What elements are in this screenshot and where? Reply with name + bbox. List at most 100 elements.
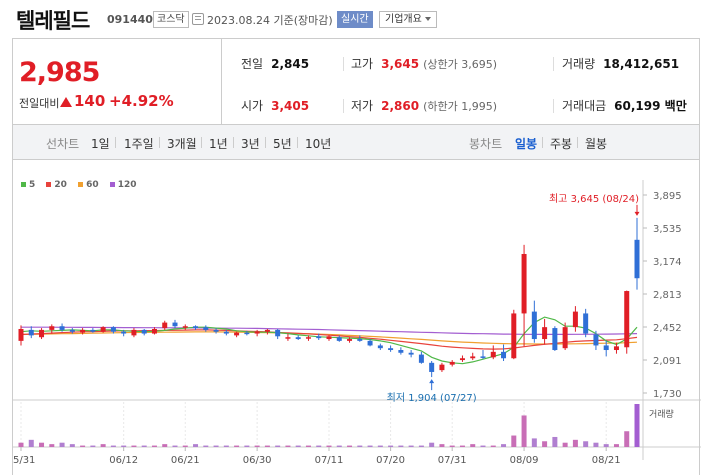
volume-bar <box>613 444 619 447</box>
volume-bar <box>193 444 199 447</box>
candle-daily[interactable]: 일봉 <box>515 137 538 151</box>
y-tick-label: 3,535 <box>653 224 682 235</box>
candle-body <box>521 253 527 314</box>
period-3m[interactable]: 3개월 <box>167 137 197 151</box>
volume-bar <box>367 445 373 447</box>
stat-high-value: 3,645 <box>381 57 420 71</box>
candle-body <box>275 329 281 337</box>
candle-body <box>583 313 589 334</box>
volume-bar <box>121 445 127 447</box>
candle-body <box>388 348 394 351</box>
candlestick-chart[interactable]: 3,895 3,535 3,174 2,813 2,452 2,091 1,730 05/31… <box>13 160 701 475</box>
volume-bar <box>542 441 548 447</box>
volume-bar <box>59 442 65 447</box>
volume-bar <box>449 445 455 447</box>
period-1y[interactable]: 1년 <box>209 137 228 151</box>
volume-bar <box>69 444 75 447</box>
period-1w[interactable]: 1주일 <box>124 137 154 151</box>
x-tick-label: 06/21 <box>171 455 200 466</box>
divider <box>297 137 298 148</box>
volume-bar <box>172 445 178 447</box>
lower-limit: (하한가 1,995) <box>423 100 497 113</box>
company-info-label: 기업개요 <box>385 14 422 25</box>
market-badge: 코스닥 <box>153 11 189 28</box>
candle-body <box>398 350 404 353</box>
candle-weekly[interactable]: 주봉 <box>550 137 573 151</box>
candle-body <box>603 345 609 351</box>
volume-bar <box>182 445 188 447</box>
candle-body <box>80 329 86 333</box>
candle-body <box>613 346 619 351</box>
candle-body <box>244 332 250 335</box>
candle-body <box>418 354 424 363</box>
period-10y[interactable]: 10년 <box>305 137 332 151</box>
candle-body <box>449 361 455 365</box>
candle-body <box>39 329 45 338</box>
volume-bar <box>110 445 116 447</box>
candle-body <box>223 331 229 334</box>
x-tick-label: 07/31 <box>438 455 467 466</box>
x-tick-label: 07/11 <box>315 455 344 466</box>
volume-bar <box>18 442 24 447</box>
x-tick-label: 07/20 <box>376 455 405 466</box>
legend-swatch <box>109 182 115 187</box>
period-5y[interactable]: 5년 <box>273 137 292 151</box>
candle-body <box>367 340 373 346</box>
realtime-button[interactable]: 실시간 <box>337 11 373 28</box>
candle-body <box>182 326 188 328</box>
stat-open-value: 3,405 <box>271 99 310 113</box>
candle-chart-label: 봉차트 <box>469 137 503 151</box>
stat-low-value: 2,860 <box>381 99 420 113</box>
candle-body <box>151 328 157 334</box>
divider <box>115 137 116 148</box>
volume-bar <box>131 445 137 447</box>
candle-body <box>28 329 34 336</box>
candle-body <box>593 334 599 346</box>
volume-bar <box>151 445 157 447</box>
candle-body <box>347 339 353 341</box>
company-info-button[interactable]: 기업개요 <box>379 11 437 28</box>
x-tick-label: 06/12 <box>109 455 138 466</box>
volume-bar <box>305 445 311 447</box>
candle-body <box>511 313 517 359</box>
period-3y[interactable]: 3년 <box>241 137 260 151</box>
legend-ma20-label: 20 <box>54 180 67 190</box>
candle-body <box>18 328 24 341</box>
volume-bar <box>531 438 537 447</box>
candle-body <box>470 356 476 359</box>
stock-header: 텔레필드 091440 코스닥 2023.08.24 기준(장마감) 실시간 기… <box>0 0 712 38</box>
stat-open-label: 시가 <box>241 99 264 113</box>
volume-bar <box>593 442 599 447</box>
candle-body <box>203 327 209 330</box>
volume-bar <box>336 445 342 447</box>
candle-body <box>285 337 291 339</box>
divider <box>553 99 554 113</box>
volume-bar <box>203 445 209 447</box>
volume-bar <box>552 436 558 447</box>
volume-bar <box>234 445 240 447</box>
period-1d[interactable]: 1일 <box>91 137 110 151</box>
volume-bar <box>583 441 589 447</box>
volume-bar <box>162 444 168 447</box>
candle-body <box>305 337 311 339</box>
stat-low-label: 저가 <box>351 99 374 113</box>
volume-bar <box>254 445 260 447</box>
candle-body <box>429 362 435 372</box>
current-price-box: 2,985 전일대비 140 +4.92% <box>13 39 222 124</box>
legend-ma60: 60 <box>78 180 99 190</box>
candle-body <box>131 329 137 336</box>
candle-monthly[interactable]: 월봉 <box>585 137 608 151</box>
volume-bar <box>572 439 578 447</box>
volume-bar <box>480 445 486 447</box>
volume-bar <box>264 445 270 447</box>
candle-body <box>295 337 301 340</box>
divider <box>265 137 266 148</box>
stat-prev: 전일 2,845 <box>241 55 309 72</box>
divider <box>343 57 344 71</box>
candle-body <box>336 337 342 341</box>
candle-body <box>254 331 260 334</box>
volume-bar <box>398 445 404 447</box>
x-tick-label: 05/31 <box>13 455 35 466</box>
stat-prev-label: 전일 <box>241 57 264 71</box>
candle-body <box>59 326 65 330</box>
